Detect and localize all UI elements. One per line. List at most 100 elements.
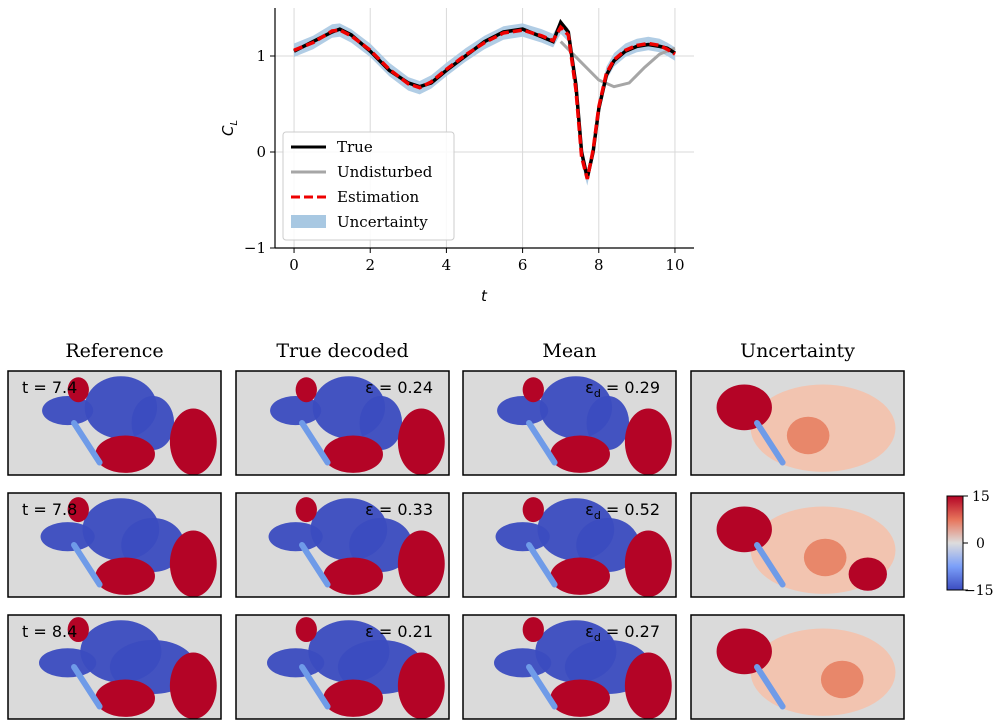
panel-frame (690, 614, 905, 720)
negative-vortex (576, 517, 640, 573)
airfoil (754, 420, 786, 466)
negative-vortex (497, 395, 549, 426)
cl-line-chart: 0 2 4 6 8 10 −1 0 1 t CL True Undisturbed Estim… (219, 8, 694, 305)
uncertainty-hotspot (716, 384, 772, 431)
airfoil (71, 542, 103, 588)
positive-vortex (169, 530, 217, 597)
airfoil (754, 542, 786, 588)
negative-vortex (42, 395, 94, 426)
negative-vortex (495, 522, 550, 552)
airfoil (71, 664, 103, 710)
estimation-line (293, 24, 676, 180)
positive-vortex (95, 679, 155, 717)
panel-frame (235, 492, 450, 598)
positive-vortex (67, 617, 89, 643)
undisturbed-line (559, 40, 676, 89)
negative-vortex (359, 395, 403, 451)
positive-vortex (295, 497, 317, 523)
y-tick-label: 0 (256, 143, 266, 161)
positive-vortex (323, 435, 383, 473)
positive-vortex (522, 377, 544, 403)
vorticity-panel: t = 8.4 (7, 614, 222, 720)
vorticity-panel: ε = 0.21 (235, 614, 450, 720)
legend-frame (282, 131, 455, 241)
positive-vortex (95, 435, 155, 473)
column-title: Reference (65, 340, 163, 362)
positive-vortex (67, 377, 89, 403)
panel-frame (690, 370, 905, 476)
x-tick-label: 0 (289, 256, 299, 274)
legend-label-estimation: Estimation (337, 188, 419, 206)
true-decoded-error-label: ε = 0.24 (365, 378, 433, 397)
uncertainty-hotspot (820, 660, 864, 699)
vorticity-panels: Reference True decoded Mean Uncertainty t = … (7, 340, 905, 720)
uncertainty-hotspot (848, 557, 887, 591)
x-axis-label: t (481, 287, 488, 305)
negative-vortex (270, 395, 322, 426)
panel-frame (462, 370, 677, 476)
positive-vortex (67, 497, 89, 523)
positive-vortex (550, 679, 610, 717)
colorbar-label-bottom: −15 (964, 583, 994, 599)
x-tick-label: 2 (365, 256, 375, 274)
negative-vortex (349, 517, 413, 573)
vorticity-panel: εd = 0.52 (462, 492, 677, 598)
plot-area (293, 18, 676, 186)
positive-vortex (169, 652, 217, 719)
y-tick-label: −1 (244, 239, 266, 257)
panel-frame (235, 370, 450, 476)
airfoil (299, 542, 331, 588)
negative-vortex (121, 517, 185, 573)
vorticity-panel: εd = 0.29 (462, 370, 677, 476)
time-label: t = 8.4 (22, 622, 77, 641)
negative-vortex (40, 522, 95, 552)
airfoil (526, 420, 558, 466)
column-title: Mean (542, 340, 596, 362)
x-tick-label: 10 (665, 256, 684, 274)
y-ticks: −1 0 1 (244, 47, 275, 257)
mean-error-label: εd = 0.52 (585, 500, 660, 522)
positive-vortex (95, 557, 155, 595)
negative-vortex (267, 648, 325, 678)
vorticity-panel: ε = 0.33 (235, 492, 450, 598)
vorticity-panel: εd = 0.27 (462, 614, 677, 720)
vorticity-panel: ε = 0.24 (235, 370, 450, 476)
colorbar-label-mid: 0 (976, 536, 985, 552)
column-title: True decoded (276, 340, 408, 362)
positive-vortex (397, 530, 445, 597)
true-decoded-error-label: ε = 0.33 (365, 500, 433, 519)
legend-swatch-uncertainty (291, 215, 326, 228)
uncertainty-hotspot (716, 628, 772, 675)
positive-vortex (624, 652, 672, 719)
panel-frame (235, 614, 450, 720)
column-title: Uncertainty (740, 340, 855, 362)
time-label: t = 7.4 (22, 378, 77, 397)
panel-frame (690, 492, 905, 598)
positive-vortex (550, 557, 610, 595)
positive-vortex (323, 557, 383, 595)
panel-frame (7, 492, 222, 598)
airfoil (526, 542, 558, 588)
legend-label-undisturbed: Undisturbed (337, 163, 433, 181)
vorticity-panel: t = 7.4 (7, 370, 222, 476)
colorbar-gradient (946, 495, 964, 591)
positive-vortex (624, 530, 672, 597)
legend-label-uncertainty: Uncertainty (337, 213, 428, 231)
uncertainty-hotspot (786, 416, 830, 455)
airfoil (299, 664, 331, 710)
colorbar-label-top: 15 (972, 489, 990, 505)
panel-frame (7, 370, 222, 476)
vorticity-panel: t = 7.8 (7, 492, 222, 598)
positive-vortex (397, 652, 445, 719)
positive-vortex (169, 408, 217, 475)
positive-vortex (397, 408, 445, 475)
airfoil (526, 664, 558, 710)
positive-vortex (522, 497, 544, 523)
positive-vortex (295, 377, 317, 403)
airfoil (71, 420, 103, 466)
mean-error-label: εd = 0.27 (585, 622, 660, 644)
legend-label-true: True (337, 138, 373, 156)
uncertainty-hotspot (716, 506, 772, 553)
x-ticks: 0 2 4 6 8 10 (289, 248, 685, 274)
